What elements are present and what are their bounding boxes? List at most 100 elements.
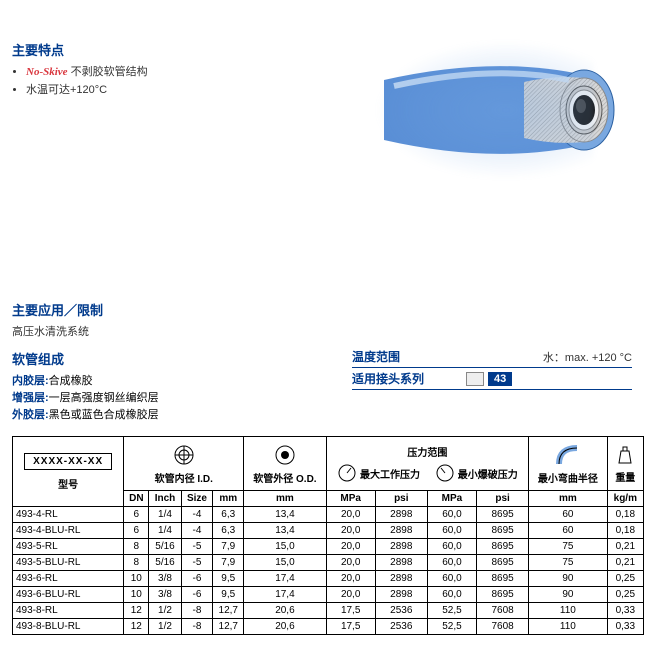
cell-inch: 1/4 xyxy=(149,507,181,523)
cell-bend: 60 xyxy=(529,507,607,523)
cell-size: -8 xyxy=(181,603,213,619)
cell-model: 493-4-BLU-RL xyxy=(13,523,124,539)
bend-icon xyxy=(555,442,581,468)
unit-mm: mm xyxy=(213,491,244,507)
cell-model: 493-8-RL xyxy=(13,603,124,619)
composition-row: 增强层:一层高强度钢丝编织层 xyxy=(12,389,644,405)
unit-kgm: kg/m xyxy=(607,491,643,507)
composition-row: 外胶层:黑色或蓝色合成橡胶层 xyxy=(12,406,644,422)
id-icon xyxy=(171,442,197,468)
cell-id_mm: 7,9 xyxy=(213,539,244,555)
cell-b_psi: 8695 xyxy=(477,571,529,587)
outer-layer-val: 黑色或蓝色合成橡胶层 xyxy=(49,409,159,421)
fitting-label: 适用接头系列 xyxy=(352,370,462,387)
cell-od_mm: 13,4 xyxy=(244,523,326,539)
gauge-icon xyxy=(337,463,357,483)
cell-dn: 12 xyxy=(124,603,149,619)
bend-label: 最小弯曲半径 xyxy=(538,474,598,485)
cell-wp_psi: 2898 xyxy=(375,555,427,571)
maxwp-label: 最大工作压力 xyxy=(360,466,420,481)
cell-b_mpa: 60,0 xyxy=(427,523,476,539)
cell-wp_mpa: 20,0 xyxy=(326,539,375,555)
inner-layer-key: 内胶层: xyxy=(12,375,49,387)
cell-inch: 5/16 xyxy=(149,539,181,555)
cell-b_mpa: 52,5 xyxy=(427,619,476,635)
unit-psi: psi xyxy=(375,491,427,507)
spec-table: XXXX-XX-XX 型号 软管内径 I.D. 软管外径 O.D. 压力范围 最… xyxy=(12,436,644,635)
cell-wp_psi: 2898 xyxy=(375,539,427,555)
cell-wp_mpa: 17,5 xyxy=(326,619,375,635)
cell-dn: 10 xyxy=(124,587,149,603)
cell-size: -4 xyxy=(181,523,213,539)
cell-wp_mpa: 20,0 xyxy=(326,523,375,539)
hose-glow xyxy=(374,40,594,180)
cell-size: -6 xyxy=(181,571,213,587)
cell-model: 493-5-BLU-RL xyxy=(13,555,124,571)
cell-dn: 12 xyxy=(124,619,149,635)
unit-size: Size xyxy=(181,491,213,507)
pressure-label: 压力范围 xyxy=(330,444,526,459)
cell-bend: 60 xyxy=(529,523,607,539)
cell-size: -5 xyxy=(181,555,213,571)
cell-dn: 6 xyxy=(124,523,149,539)
cell-wt: 0,21 xyxy=(607,555,643,571)
id-label: 软管内径 I.D. xyxy=(155,474,213,485)
cell-dn: 8 xyxy=(124,555,149,571)
cell-b_mpa: 60,0 xyxy=(427,571,476,587)
cell-b_psi: 7608 xyxy=(477,603,529,619)
cell-od_mm: 17,4 xyxy=(244,587,326,603)
cell-od_mm: 20,6 xyxy=(244,619,326,635)
cell-dn: 6 xyxy=(124,507,149,523)
cell-od_mm: 17,4 xyxy=(244,571,326,587)
cell-dn: 8 xyxy=(124,539,149,555)
col-model: XXXX-XX-XX 型号 xyxy=(13,437,124,507)
table-row: 493-5-BLU-RL85/16-57,915,020,0289860,086… xyxy=(13,555,644,571)
cell-id_mm: 12,7 xyxy=(213,603,244,619)
reinforce-val: 一层高强度钢丝编织层 xyxy=(49,392,159,404)
od-icon xyxy=(272,442,298,468)
unit-dn: DN xyxy=(124,491,149,507)
temp-range-row: 温度范围 水：max. +120 °C xyxy=(352,346,632,368)
top-section: 主要特点 No-Skive 不剥胶软管结构 水温可达+120°C xyxy=(12,20,644,220)
cell-dn: 10 xyxy=(124,571,149,587)
cell-wp_psi: 2536 xyxy=(375,619,427,635)
inner-layer-val: 合成橡胶 xyxy=(49,375,93,387)
cell-wt: 0,21 xyxy=(607,539,643,555)
fitting-icon xyxy=(466,372,484,386)
cell-wp_psi: 2898 xyxy=(375,587,427,603)
cell-b_mpa: 60,0 xyxy=(427,539,476,555)
outer-layer-key: 外胶层: xyxy=(12,409,49,421)
cell-b_psi: 8695 xyxy=(477,539,529,555)
cell-wp_mpa: 20,0 xyxy=(326,571,375,587)
feature-text: 水温可达+120°C xyxy=(26,84,107,96)
cell-id_mm: 12,7 xyxy=(213,619,244,635)
cell-wt: 0,33 xyxy=(607,603,643,619)
model-label: 型号 xyxy=(16,476,120,491)
cell-b_psi: 8695 xyxy=(477,507,529,523)
cell-size: -8 xyxy=(181,619,213,635)
weight-icon xyxy=(613,443,637,467)
cell-id_mm: 9,5 xyxy=(213,587,244,603)
cell-inch: 3/8 xyxy=(149,587,181,603)
hose-illustration xyxy=(374,20,634,200)
cell-wt: 0,18 xyxy=(607,507,643,523)
mid-block: 主要应用／限制 高压水清洗系统 软管组成 内胶层:合成橡胶 增强层:一层高强度钢… xyxy=(12,300,644,422)
cell-bend: 90 xyxy=(529,587,607,603)
cell-wt: 0,25 xyxy=(607,571,643,587)
meta-block: 温度范围 水：max. +120 °C 适用接头系列 43 xyxy=(352,346,632,390)
cell-od_mm: 15,0 xyxy=(244,555,326,571)
cell-wt: 0,25 xyxy=(607,587,643,603)
cell-b_psi: 8695 xyxy=(477,523,529,539)
cell-wp_mpa: 20,0 xyxy=(326,555,375,571)
feature-text: 不剥胶软管结构 xyxy=(68,66,148,78)
cell-b_mpa: 60,0 xyxy=(427,555,476,571)
cell-model: 493-5-RL xyxy=(13,539,124,555)
temp-range-label: 温度范围 xyxy=(352,348,462,365)
gauge-icon xyxy=(435,463,455,483)
cell-wp_mpa: 17,5 xyxy=(326,603,375,619)
col-od: 软管外径 O.D. xyxy=(244,437,326,491)
cell-bend: 75 xyxy=(529,539,607,555)
cell-model: 493-8-BLU-RL xyxy=(13,619,124,635)
cell-wt: 0,18 xyxy=(607,523,643,539)
cell-od_mm: 15,0 xyxy=(244,539,326,555)
